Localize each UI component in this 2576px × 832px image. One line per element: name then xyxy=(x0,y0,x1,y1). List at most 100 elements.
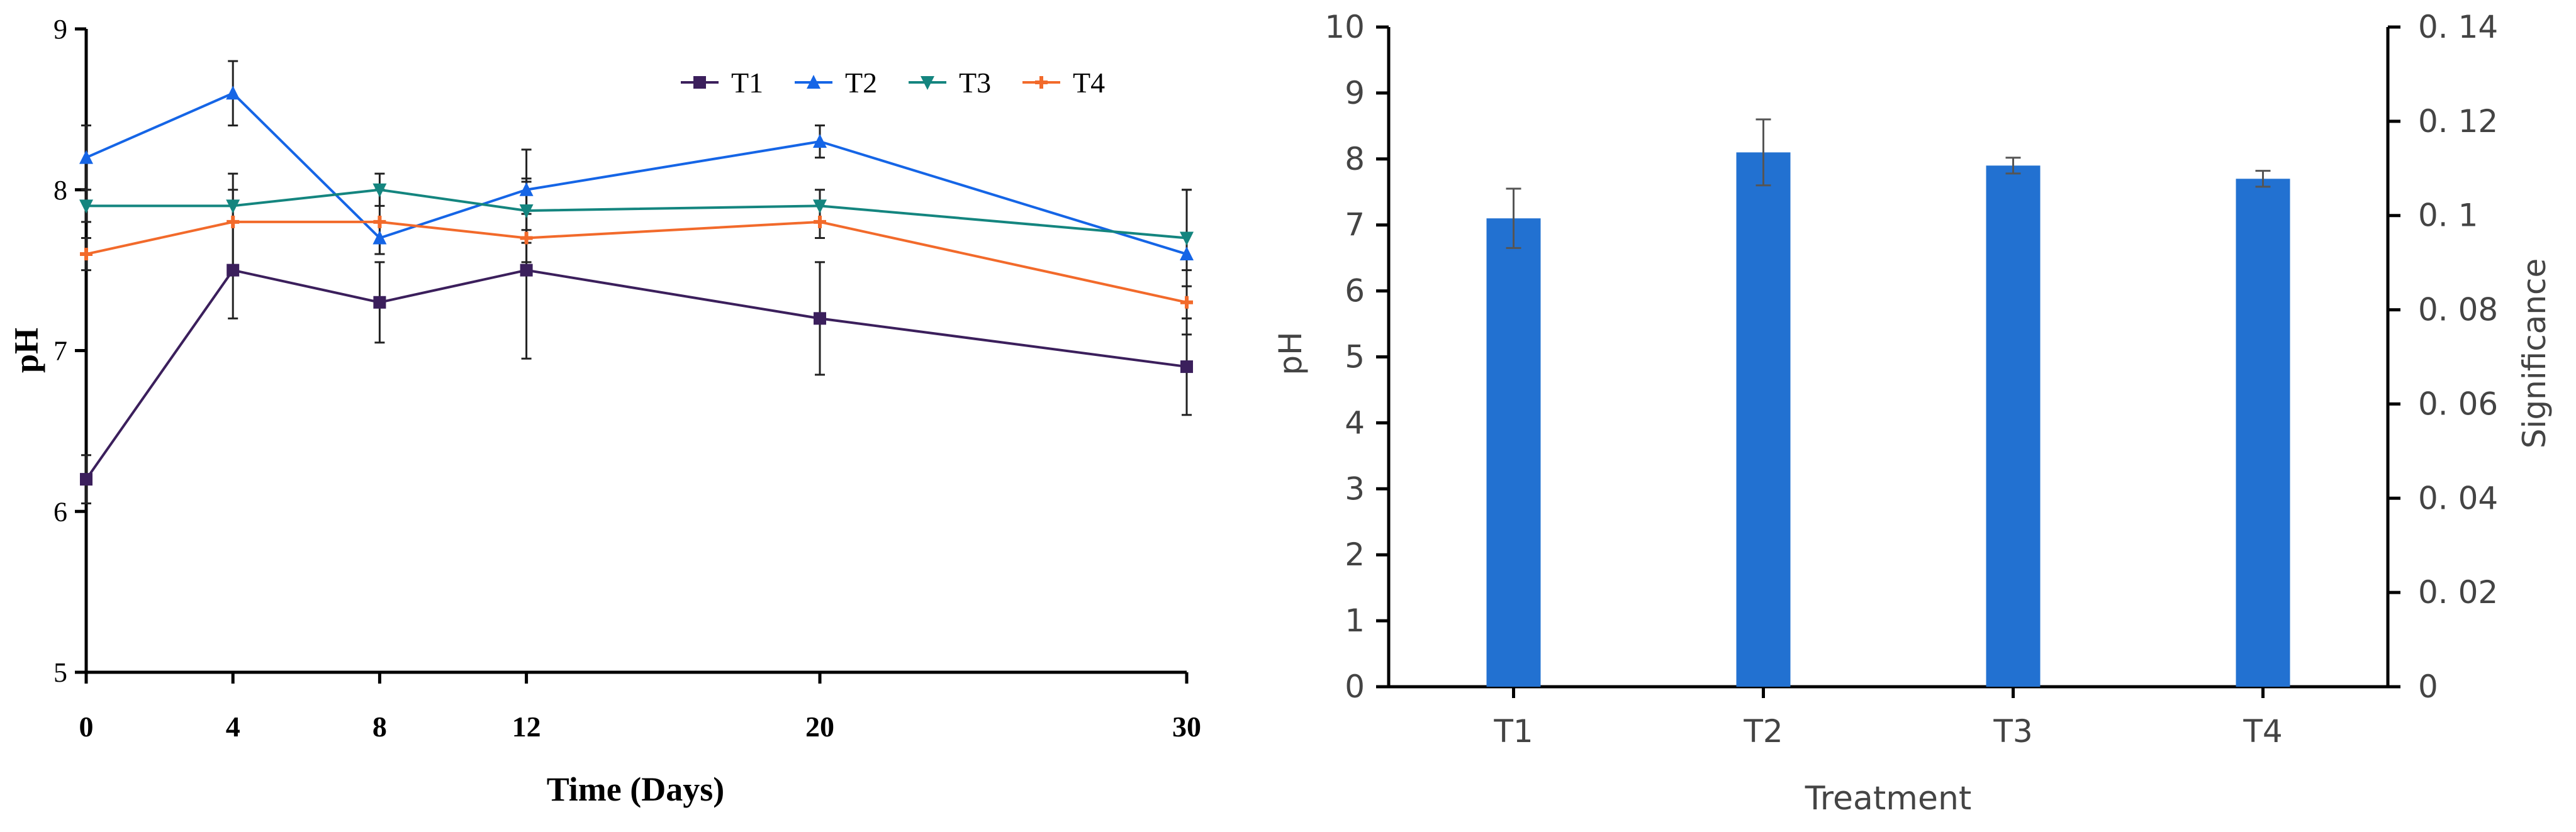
error-bar-t2 xyxy=(1756,118,1771,187)
y2-tick-label: 0. 1 xyxy=(2418,197,2478,234)
series-line-t3 xyxy=(86,188,1187,240)
data-point-t4 xyxy=(373,215,386,228)
y-tick-label: 9 xyxy=(53,14,67,45)
y-tick-label: 2 xyxy=(1345,536,1365,573)
series-line-t2 xyxy=(86,91,1187,255)
bar-t2 xyxy=(1736,152,1791,687)
line-chart-legend: T1 T2 T3 T4 xyxy=(681,67,1105,99)
bar-t1 xyxy=(1486,218,1541,687)
series-line-t4 xyxy=(86,220,1187,304)
line-chart-y-ticks: 5 6 7 8 9 xyxy=(53,14,86,688)
line-chart-series xyxy=(79,86,1194,486)
data-point-t2 xyxy=(79,150,93,164)
y-tick-label: 5 xyxy=(53,657,67,688)
data-point-t3 xyxy=(79,199,93,214)
bar-chart-y2-axis-title: Significance xyxy=(2516,258,2553,449)
y2-tick-label: 0. 14 xyxy=(2418,9,2498,45)
data-point-t2 xyxy=(226,86,240,100)
line-chart-x-axis-title: Time (Days) xyxy=(547,770,724,808)
y2-tick-label: 0. 08 xyxy=(2418,292,2498,328)
data-point-t3 xyxy=(372,183,387,197)
legend-item-t4: T4 xyxy=(1022,67,1105,99)
y-tick-label: 7 xyxy=(53,336,67,367)
bar-chart-error-bars xyxy=(1506,118,2271,249)
x-tick-label: 0 xyxy=(79,711,94,743)
bar-chart-x-axis-title: Treatment xyxy=(1805,780,1972,818)
data-point-t4 xyxy=(1180,296,1193,309)
data-point-t1 xyxy=(520,263,533,277)
data-point-t3 xyxy=(813,199,827,214)
bar-chart-bars xyxy=(1486,152,2290,687)
y2-tick-label: 0. 02 xyxy=(2418,574,2498,611)
legend-marker xyxy=(1035,76,1048,89)
line-chart: 5 6 7 8 9 0 4 8 12 20 30 T1 T2 T3 T4 Time (Days) pH xyxy=(8,14,1201,808)
y2-tick-label: 0 xyxy=(2418,668,2438,705)
data-point-t1 xyxy=(814,312,826,325)
line-chart-error-bars xyxy=(81,60,1192,504)
data-point-t2 xyxy=(1180,247,1194,261)
data-point-t4 xyxy=(80,248,92,261)
y-tick-label: 6 xyxy=(1345,273,1365,309)
bar-chart-y2-ticks: 0 0. 02 0. 04 0. 06 0. 08 0. 1 0. 12 0. 14 xyxy=(2388,9,2498,705)
y-tick-label: 4 xyxy=(1345,404,1365,441)
bar-t4 xyxy=(2236,179,2290,687)
y-tick-label: 8 xyxy=(53,175,67,206)
y-tick-label: 9 xyxy=(1345,75,1365,111)
legend-label: T3 xyxy=(959,67,991,99)
data-point-t4 xyxy=(520,231,533,245)
data-point-t1 xyxy=(1180,360,1193,374)
y2-tick-label: 0. 06 xyxy=(2418,385,2498,422)
error-bar-t4 xyxy=(2255,170,2271,188)
x-tick-label: 4 xyxy=(226,711,240,743)
legend-marker xyxy=(693,76,706,89)
series-line-t1 xyxy=(85,269,1187,480)
x-tick-label: T1 xyxy=(1493,713,1533,750)
y-tick-label: 6 xyxy=(53,496,67,527)
legend-item-t2: T2 xyxy=(795,67,877,99)
line-chart-x-ticks: 0 4 8 12 20 30 xyxy=(79,672,1201,743)
legend-marker xyxy=(807,75,820,89)
legend-item-t3: T3 xyxy=(909,67,991,99)
x-tick-label: 20 xyxy=(805,711,834,743)
bar-chart-x-ticks: T1 T2 T3 T4 xyxy=(1493,687,2283,750)
legend-item-t1: T1 xyxy=(681,67,763,99)
y-tick-label: 8 xyxy=(1345,141,1365,177)
data-point-t4 xyxy=(814,215,826,228)
data-point-t2 xyxy=(813,134,827,148)
legend-label: T2 xyxy=(845,67,877,99)
y-tick-label: 3 xyxy=(1345,470,1365,507)
bar-t3 xyxy=(1986,165,2041,687)
x-tick-label: 30 xyxy=(1172,711,1201,743)
legend-label: T4 xyxy=(1073,67,1105,99)
data-point-t1 xyxy=(80,473,92,486)
legend-label: T1 xyxy=(731,67,763,99)
error-bar-t3 xyxy=(2005,157,2021,175)
y-tick-label: 10 xyxy=(1324,9,1365,45)
data-point-t4 xyxy=(227,215,240,228)
bar-chart-y-axis-title: pH xyxy=(1272,331,1309,375)
x-tick-label: T3 xyxy=(1993,713,2032,750)
x-tick-label: T2 xyxy=(1743,713,1783,750)
y2-tick-label: 0. 12 xyxy=(2418,103,2498,140)
data-point-t3 xyxy=(519,204,534,218)
x-tick-label: 8 xyxy=(372,711,387,743)
line-chart-y-axis-title: pH xyxy=(8,328,45,373)
y-tick-label: 1 xyxy=(1345,602,1365,639)
x-tick-label: T4 xyxy=(2243,713,2282,750)
data-point-t1 xyxy=(227,263,240,277)
data-point-t3 xyxy=(226,199,240,214)
bar-chart: 0 1 2 3 4 5 6 7 8 9 10 0 0. 02 0. 04 0. 06 0. 08 0. 1 0.… xyxy=(1272,9,2553,818)
data-point-t2 xyxy=(372,230,387,245)
bar-chart-y-ticks: 0 1 2 3 4 5 6 7 8 9 10 xyxy=(1324,9,1389,705)
y-tick-label: 5 xyxy=(1345,339,1365,375)
data-point-t1 xyxy=(373,296,386,309)
x-tick-label: 12 xyxy=(512,711,541,743)
data-point-t2 xyxy=(519,182,534,196)
error-bar-t1 xyxy=(1506,187,1521,249)
y2-tick-label: 0. 04 xyxy=(2418,480,2498,516)
legend-marker xyxy=(921,76,934,90)
y-tick-label: 0 xyxy=(1345,668,1365,705)
y-tick-label: 7 xyxy=(1345,207,1365,243)
data-point-t3 xyxy=(1180,231,1194,246)
